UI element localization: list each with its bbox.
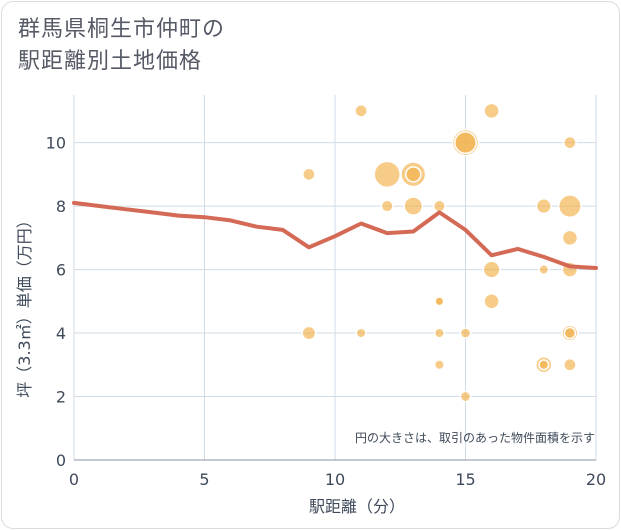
grid-lines xyxy=(73,95,597,461)
x-tick-label: 5 xyxy=(199,470,209,489)
bubble-point xyxy=(380,199,394,213)
bubble-point xyxy=(433,359,445,371)
x-tick-label: 10 xyxy=(325,470,345,489)
bubble-point xyxy=(563,135,577,150)
axes: 0 5 10 15 20 0 2 4 6 8 10 xyxy=(46,134,607,489)
bubble-point xyxy=(561,229,579,247)
trend-series xyxy=(72,200,598,270)
bubble-series xyxy=(301,102,582,403)
bubble-point xyxy=(563,357,577,372)
bubble-point xyxy=(354,104,368,118)
y-tick-label: 8 xyxy=(56,197,66,216)
x-tick-label: 20 xyxy=(586,470,606,489)
bubble-point xyxy=(483,293,500,310)
y-tick-label: 10 xyxy=(46,134,66,153)
bubble-point xyxy=(459,327,472,339)
chart-title: 群馬県桐生市仲町の 駅距離別土地価格 xyxy=(18,14,225,78)
size-legend-note: 円の大きさは、取引のあった物件面積を示す xyxy=(355,430,595,445)
bubble-point xyxy=(557,194,582,219)
bubble-point xyxy=(482,260,501,279)
x-tick-label: 15 xyxy=(455,470,475,489)
y-tick-label: 0 xyxy=(56,451,66,470)
bubble-point xyxy=(459,390,472,403)
bubble-point xyxy=(483,102,500,120)
bubble-point xyxy=(403,196,424,216)
bubble-point xyxy=(355,327,367,339)
y-tick-label: 4 xyxy=(56,324,66,343)
chart-title-line2: 駅距離別土地価格 xyxy=(18,49,203,74)
bubble-point xyxy=(434,296,445,307)
x-axis-label: 駅距離（分） xyxy=(309,497,405,516)
bubble-point xyxy=(433,327,445,339)
x-tick-label: 0 xyxy=(69,470,79,489)
bubble-point xyxy=(454,131,477,155)
y-tick-label: 6 xyxy=(56,261,66,280)
bubble-point xyxy=(302,167,316,182)
bubble-point xyxy=(563,326,577,340)
bubble-point xyxy=(301,325,317,341)
bubble-point xyxy=(535,198,552,215)
y-axis-label: 坪（3.3㎡）単価（万円） xyxy=(15,212,34,397)
bubble-point xyxy=(405,166,422,183)
bubble-point xyxy=(373,160,401,189)
y-tick-label: 2 xyxy=(56,388,66,407)
bubble-point xyxy=(538,359,550,371)
average-price-line xyxy=(72,200,598,270)
bubble-point xyxy=(538,264,550,276)
chart-title-line1: 群馬県桐生市仲町の xyxy=(18,17,226,42)
bubble-point xyxy=(432,199,446,213)
